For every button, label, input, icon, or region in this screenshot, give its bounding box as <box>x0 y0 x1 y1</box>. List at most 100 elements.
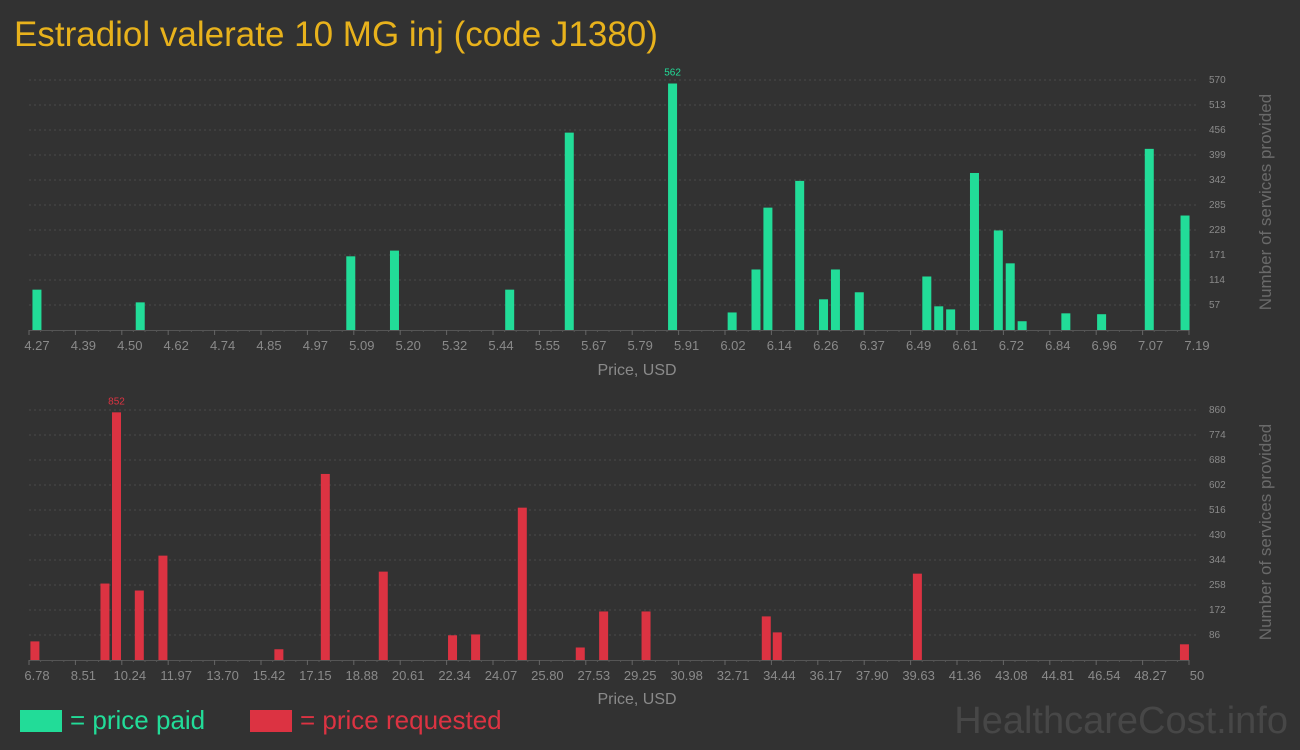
x-tick-label: 6.02 <box>720 338 745 353</box>
y-tick-label: 430 <box>1209 530 1226 541</box>
x-tick-label: 37.90 <box>856 668 889 683</box>
x-tick-label: 29.25 <box>624 668 657 683</box>
bar <box>575 647 585 660</box>
x-axis-label: Price, USD <box>597 691 676 708</box>
x-tick-label: 18.88 <box>346 668 379 683</box>
y-tick-label: 513 <box>1209 100 1226 111</box>
price-paid-chart: Price, USD Number of services provided 5… <box>24 68 1275 379</box>
x-tick-label: 24.07 <box>485 668 518 683</box>
x-tick-label: 43.08 <box>995 668 1028 683</box>
bar <box>1061 313 1071 330</box>
peak-value-label: 562 <box>664 68 681 79</box>
bar <box>854 292 864 330</box>
x-tick-label: 5.44 <box>488 338 513 353</box>
bar <box>448 635 458 660</box>
x-tick-label: 4.85 <box>256 338 281 353</box>
bar <box>378 571 388 660</box>
x-tick-label: 10.24 <box>114 668 147 683</box>
x-tick-label: 5.32 <box>442 338 467 353</box>
x-tick-label: 4.27 <box>24 338 49 353</box>
bar <box>1144 148 1154 330</box>
bar <box>517 507 527 660</box>
bar <box>934 306 944 330</box>
bar <box>830 269 840 330</box>
x-tick-label: 30.98 <box>670 668 703 683</box>
x-tick-label: 22.34 <box>438 668 471 683</box>
x-tick-label: 5.09 <box>349 338 374 353</box>
price-requested-chart: Price, USD Number of services provided 8… <box>24 396 1275 708</box>
x-tick-label: 27.53 <box>578 668 611 683</box>
y-tick-label: 570 <box>1209 75 1226 86</box>
x-tick-label: 44.81 <box>1042 668 1075 683</box>
y-tick-label: 774 <box>1209 430 1226 441</box>
y-tick-label: 57 <box>1209 300 1221 311</box>
bar <box>111 412 121 660</box>
x-tick-label: 4.50 <box>117 338 142 353</box>
x-tick-label: 6.37 <box>860 338 885 353</box>
x-tick-label: 39.63 <box>902 668 935 683</box>
y-tick-label: 399 <box>1209 150 1226 161</box>
y-axis-label: Number of services provided <box>1256 424 1275 640</box>
bar <box>668 83 678 330</box>
y-tick-label: 688 <box>1209 455 1226 466</box>
y-tick-label: 172 <box>1209 605 1226 616</box>
x-tick-label: 4.97 <box>303 338 328 353</box>
chart-title: Estradiol valerate 10 MG inj (code J1380… <box>14 15 658 54</box>
bar <box>274 649 284 660</box>
bar <box>751 269 761 330</box>
x-tick-label: 6.78 <box>24 668 49 683</box>
x-tick-label: 17.15 <box>299 668 332 683</box>
x-tick-label: 15.42 <box>253 668 286 683</box>
bar <box>1180 215 1190 330</box>
x-tick-label: 25.80 <box>531 668 564 683</box>
bar <box>320 473 330 660</box>
bar <box>134 590 144 660</box>
bar <box>641 611 651 660</box>
x-tick-label: 6.49 <box>906 338 931 353</box>
bar <box>1179 644 1189 660</box>
x-tick-label: 4.74 <box>210 338 235 353</box>
bar <box>30 641 40 660</box>
bar <box>599 611 609 660</box>
bar <box>389 250 399 330</box>
x-tick-label: 8.51 <box>71 668 96 683</box>
x-tick-label: 11.97 <box>160 668 192 683</box>
x-tick-label: 6.14 <box>767 338 792 353</box>
bar <box>158 555 168 660</box>
x-tick-label: 41.36 <box>949 668 982 683</box>
y-tick-label: 342 <box>1209 175 1226 186</box>
y-axis-label: Number of services provided <box>1256 94 1275 310</box>
x-tick-label: 5.91 <box>674 338 699 353</box>
y-tick-label: 86 <box>1209 630 1221 641</box>
x-tick-label: 4.62 <box>164 338 189 353</box>
bar <box>819 299 829 330</box>
bar <box>100 583 110 660</box>
x-tick-label: 5.67 <box>581 338 606 353</box>
brand-watermark: HealthcareCost.info <box>954 700 1288 742</box>
y-tick-label: 602 <box>1209 480 1226 491</box>
y-tick-label: 171 <box>1209 250 1226 261</box>
bar <box>912 573 922 660</box>
bar <box>993 230 1003 330</box>
x-tick-label: 46.54 <box>1088 668 1121 683</box>
bar <box>32 289 42 330</box>
x-tick-label: 5.20 <box>396 338 421 353</box>
x-tick-label: 20.61 <box>392 668 425 683</box>
bar <box>763 207 773 330</box>
x-tick-label: 6.61 <box>952 338 977 353</box>
x-tick-label: 13.70 <box>206 668 239 683</box>
x-axis-label: Price, USD <box>597 362 676 379</box>
y-tick-label: 258 <box>1209 580 1226 591</box>
x-tick-label: 5.55 <box>535 338 560 353</box>
legend-swatch-paid <box>20 710 62 732</box>
x-tick-label: 6.26 <box>813 338 838 353</box>
x-tick-label: 4.39 <box>71 338 96 353</box>
peak-value-label: 852 <box>108 396 125 407</box>
x-tick-label: 5.79 <box>628 338 653 353</box>
bar <box>1005 263 1015 330</box>
x-tick-label: 48.27 <box>1134 668 1167 683</box>
y-tick-label: 860 <box>1209 405 1226 416</box>
bar <box>969 172 979 330</box>
bar <box>772 632 782 660</box>
